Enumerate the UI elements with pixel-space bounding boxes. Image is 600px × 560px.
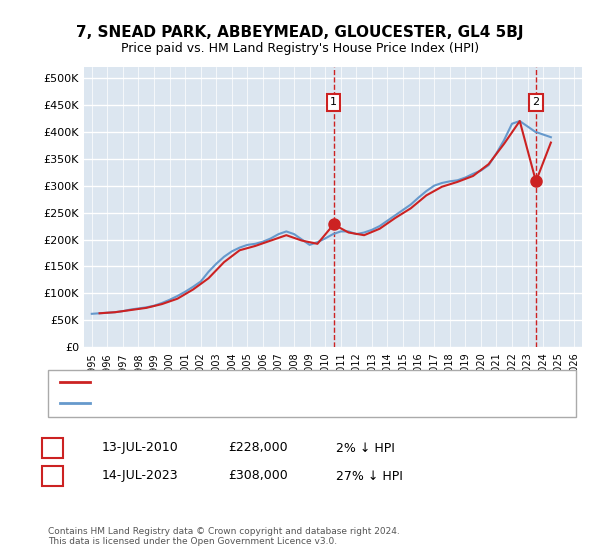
Text: Price paid vs. HM Land Registry's House Price Index (HPI): Price paid vs. HM Land Registry's House … — [121, 42, 479, 55]
Text: 7, SNEAD PARK, ABBEYMEAD, GLOUCESTER, GL4 5BJ (detached house): 7, SNEAD PARK, ABBEYMEAD, GLOUCESTER, GL… — [102, 377, 497, 387]
Text: 7, SNEAD PARK, ABBEYMEAD, GLOUCESTER, GL4 5BJ: 7, SNEAD PARK, ABBEYMEAD, GLOUCESTER, GL… — [76, 25, 524, 40]
Text: £228,000: £228,000 — [228, 441, 287, 455]
Text: 1: 1 — [48, 441, 56, 455]
Text: 2% ↓ HPI: 2% ↓ HPI — [336, 441, 395, 455]
Text: 2: 2 — [48, 469, 56, 483]
Text: HPI: Average price, detached house, Gloucester: HPI: Average price, detached house, Glou… — [102, 398, 368, 408]
Text: 27% ↓ HPI: 27% ↓ HPI — [336, 469, 403, 483]
Text: £308,000: £308,000 — [228, 469, 288, 483]
Text: 2: 2 — [532, 97, 539, 107]
Text: 14-JUL-2023: 14-JUL-2023 — [102, 469, 179, 483]
Text: Contains HM Land Registry data © Crown copyright and database right 2024.
This d: Contains HM Land Registry data © Crown c… — [48, 526, 400, 546]
Text: 1: 1 — [330, 97, 337, 107]
Text: 13-JUL-2010: 13-JUL-2010 — [102, 441, 179, 455]
